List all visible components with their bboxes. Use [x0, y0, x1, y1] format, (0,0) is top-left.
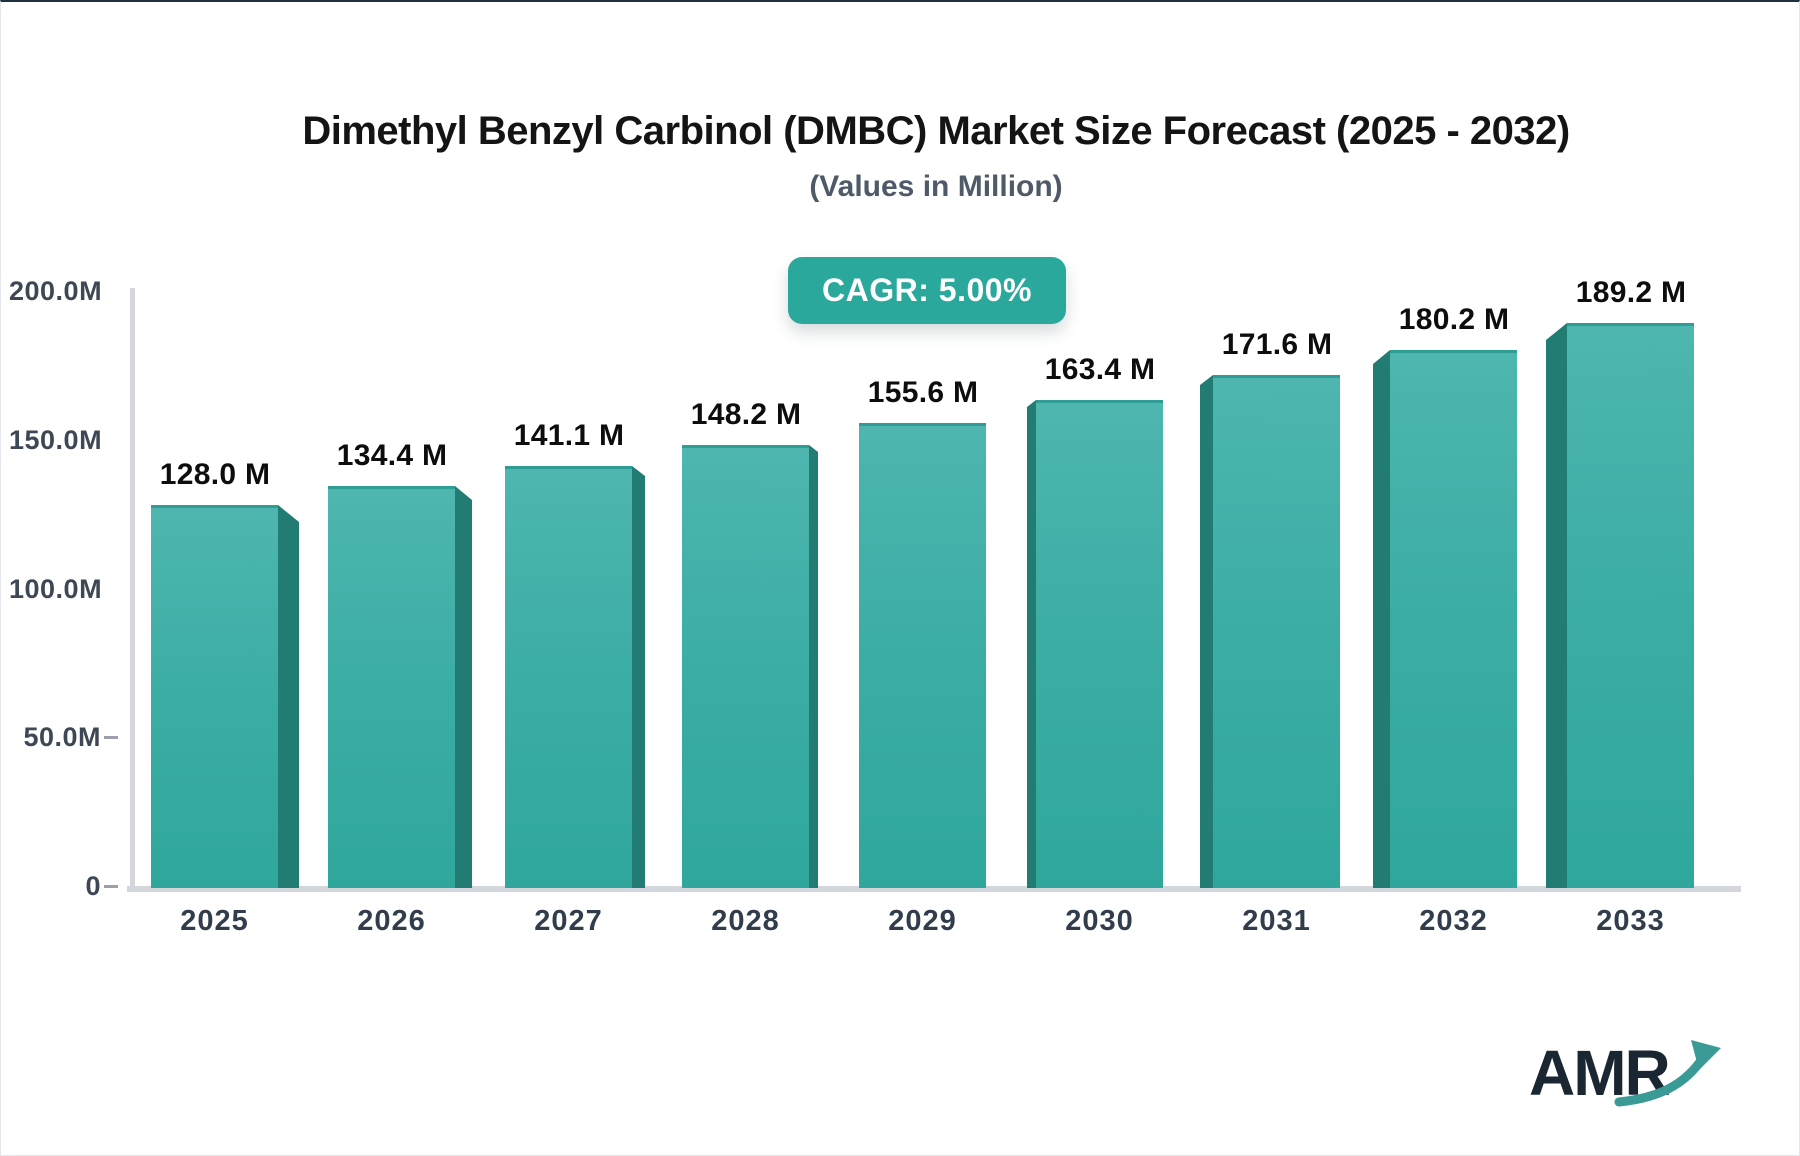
x-axis-year-label: 2029 [888, 905, 957, 937]
y-axis-tick-label: 0 [85, 871, 101, 901]
bar-value-label: 148.2 M [690, 398, 802, 431]
bar-side-face [809, 445, 818, 888]
bar-side-face [1200, 375, 1213, 888]
bar-value-label: 171.6 M [1221, 328, 1333, 361]
x-axis-year-label: 2031 [1242, 905, 1311, 937]
bar [1036, 400, 1163, 888]
y-axis-tick-label: 100.0M [9, 573, 103, 604]
bar-side-face [278, 505, 299, 888]
y-axis-tick-label: 150.0M [9, 424, 103, 455]
bar [682, 445, 809, 888]
x-axis-year-label: 2027 [534, 905, 603, 937]
bar [505, 466, 632, 888]
bar-side-face [1546, 323, 1567, 888]
amr-logo: AMR [1529, 1032, 1739, 1122]
x-axis-year-label: 2033 [1596, 905, 1665, 937]
x-axis-line [127, 886, 1741, 892]
x-axis-year-label: 2032 [1419, 905, 1488, 937]
bar [1567, 323, 1694, 888]
y-axis-tick-dash [104, 885, 118, 888]
y-axis-tick-dash [104, 736, 118, 740]
y-axis-tick-label: 200.0M [9, 276, 103, 306]
x-axis-year-label: 2030 [1065, 905, 1134, 937]
cagr-badge-label: CAGR: 5.00% [822, 272, 1032, 308]
bar [328, 486, 455, 888]
x-axis-year-label: 2026 [357, 905, 426, 937]
x-axis-year-label: 2025 [180, 905, 249, 937]
bar-side-face [455, 486, 472, 888]
bar-side-face [632, 466, 645, 888]
bar-side-face [1373, 350, 1390, 888]
y-axis-line [130, 288, 135, 890]
bar-value-label: 180.2 M [1398, 303, 1510, 336]
bar-value-label: 128.0 M [159, 458, 271, 491]
cagr-badge: CAGR: 5.00% [788, 257, 1066, 324]
amr-logo-arrow-icon [1614, 1040, 1721, 1107]
bar [859, 423, 986, 888]
bar-value-label: 134.4 M [336, 439, 448, 472]
bar-side-face [1027, 400, 1036, 888]
bar [151, 505, 278, 888]
y-axis-tick-label: 50.0M [23, 722, 101, 753]
chart-title: Dimethyl Benzyl Carbinol (DMBC) Market S… [302, 109, 1570, 153]
bar-value-label: 163.4 M [1044, 353, 1156, 386]
bar-value-label: 155.6 M [867, 376, 979, 409]
bar-value-label: 141.1 M [513, 419, 625, 452]
bar-value-label: 189.2 M [1575, 276, 1687, 309]
bar [1390, 350, 1517, 888]
chart-subtitle: (Values in Million) [809, 170, 1063, 203]
bar [1213, 375, 1340, 888]
x-axis-year-label: 2028 [711, 905, 780, 937]
